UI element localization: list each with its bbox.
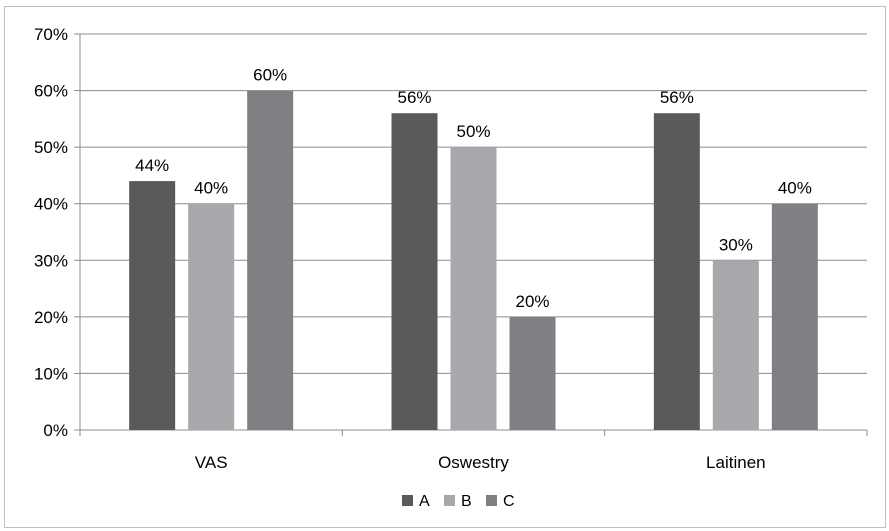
bar-A-2	[653, 113, 700, 430]
x-category-label: VAS	[195, 453, 228, 472]
data-label: 56%	[397, 88, 431, 107]
bar-C-2	[771, 203, 818, 430]
bar-C-0	[247, 90, 294, 431]
y-tick-label: 50%	[34, 138, 68, 157]
legend-label-C: C	[503, 493, 515, 510]
data-label: 56%	[660, 88, 694, 107]
data-label: 30%	[719, 235, 753, 254]
legend-swatch-A	[402, 495, 413, 506]
x-category-label: Laitinen	[706, 453, 766, 472]
legend-label-A: A	[419, 493, 430, 510]
bar-C-1	[509, 316, 556, 430]
bar-A-0	[129, 181, 176, 430]
y-tick-label: 0%	[43, 421, 68, 440]
y-tick-label: 10%	[34, 364, 68, 383]
bar-B-1	[450, 147, 497, 430]
y-tick-label: 70%	[34, 25, 68, 44]
data-label: 20%	[515, 292, 549, 311]
y-tick-label: 20%	[34, 308, 68, 327]
bar-B-2	[712, 260, 759, 430]
legend-label-B: B	[461, 493, 472, 510]
data-label: 50%	[456, 122, 490, 141]
data-label: 40%	[194, 179, 228, 198]
legend-swatch-B	[444, 495, 455, 506]
data-label: 44%	[135, 156, 169, 175]
data-label: 40%	[778, 179, 812, 198]
x-category-label: Oswestry	[438, 453, 509, 472]
bar-A-1	[391, 113, 438, 430]
y-tick-label: 60%	[34, 82, 68, 101]
y-tick-label: 40%	[34, 195, 68, 214]
bar-B-0	[188, 203, 235, 430]
y-tick-label: 30%	[34, 251, 68, 270]
data-label: 60%	[253, 66, 287, 85]
legend-swatch-C	[486, 495, 497, 506]
